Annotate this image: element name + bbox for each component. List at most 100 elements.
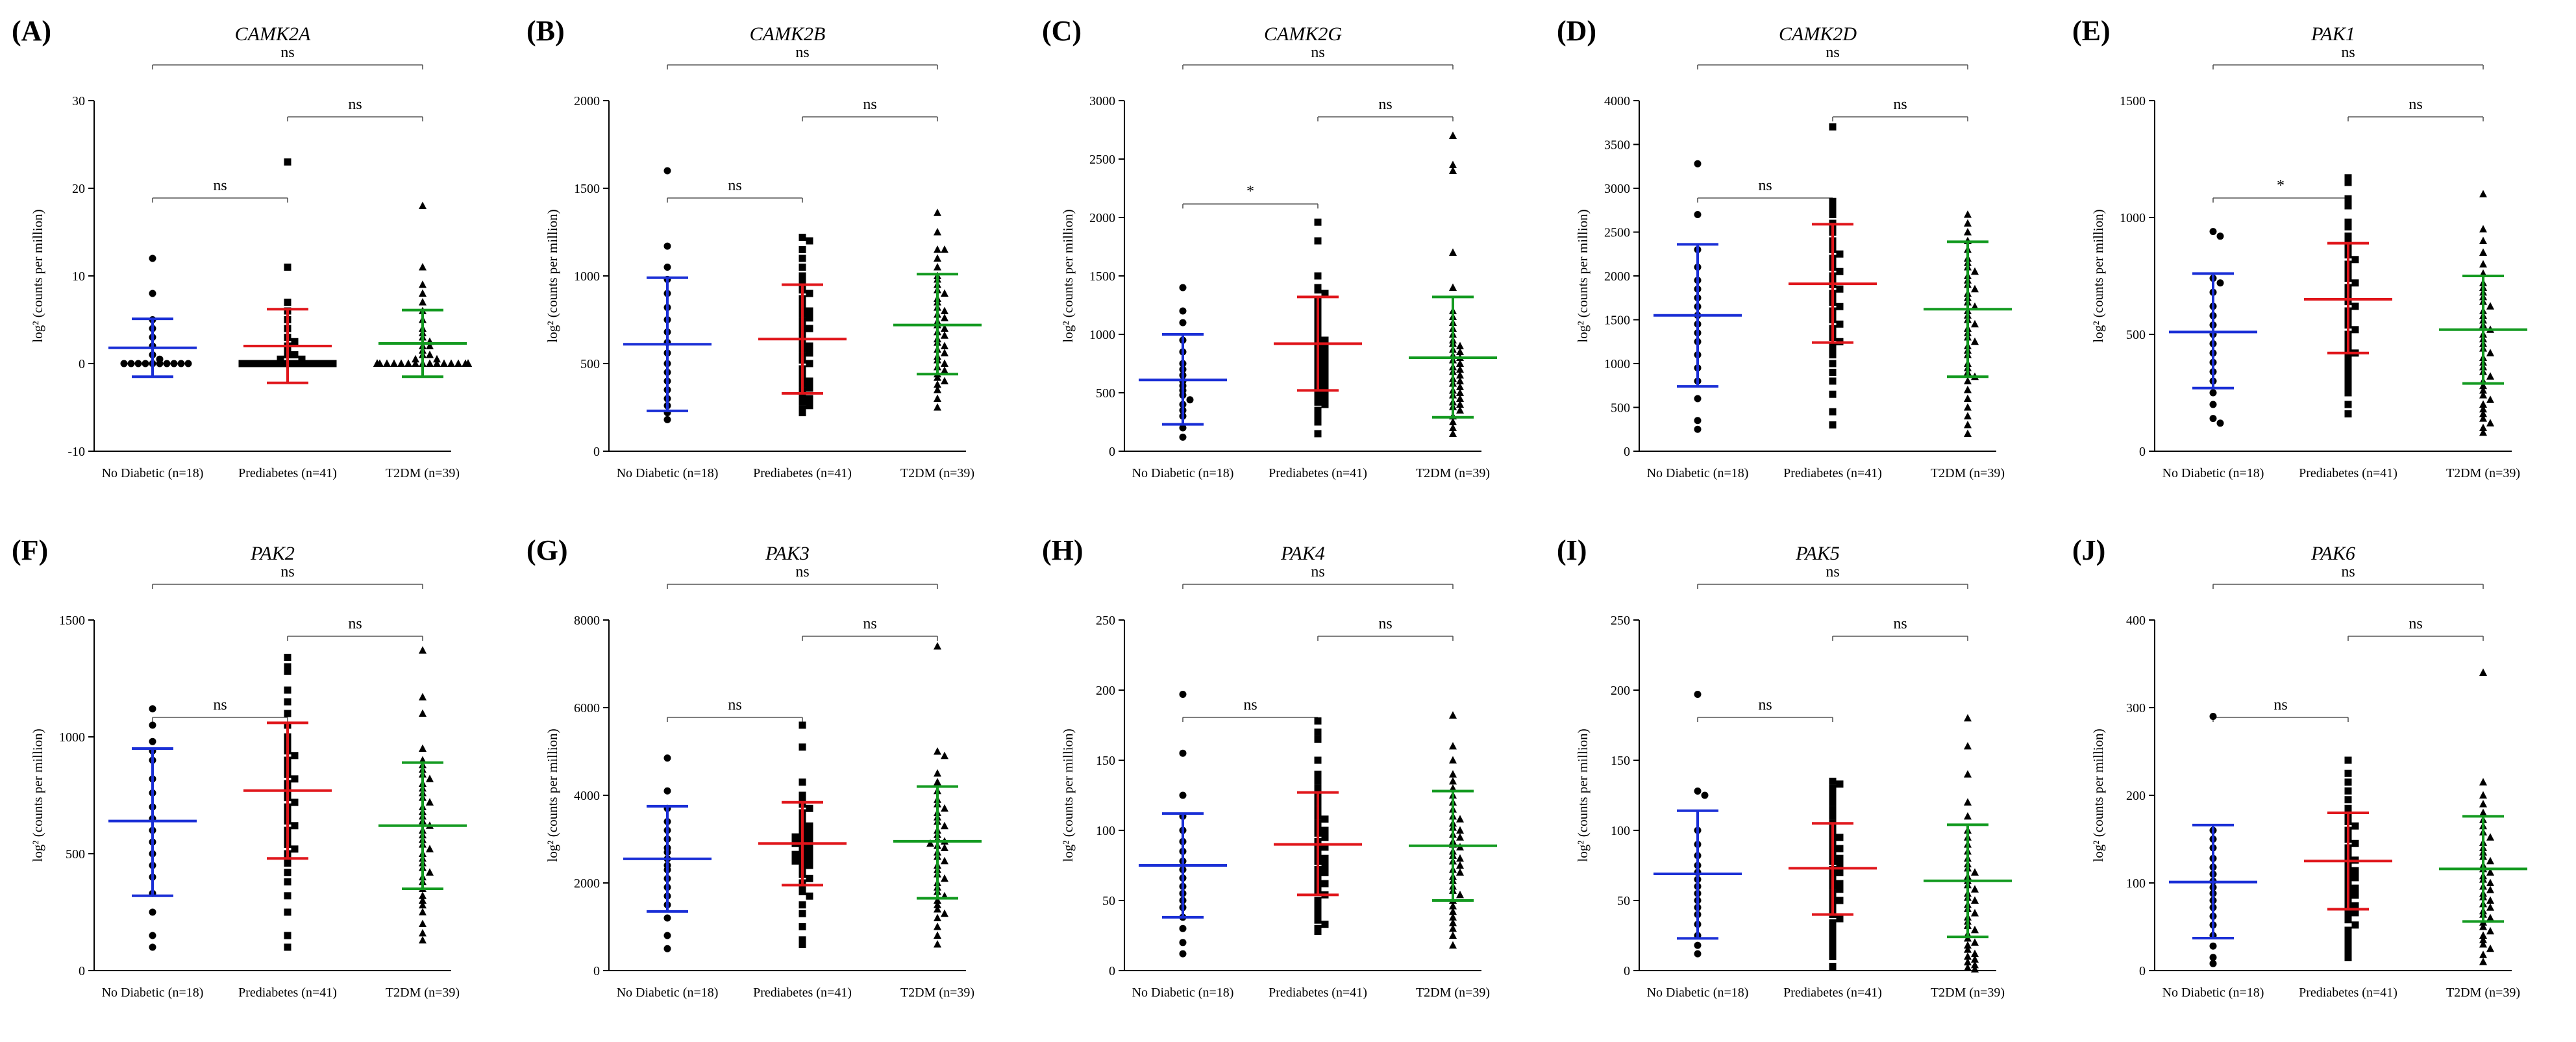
data-point <box>419 900 427 909</box>
y-axis-label: log² (counts per million) <box>1060 209 1076 342</box>
data-point <box>934 245 941 253</box>
data-point <box>799 398 806 406</box>
data-point <box>2479 409 2487 417</box>
y-tick-label: 100 <box>1611 824 1630 838</box>
y-tick-label: 0 <box>1109 964 1115 978</box>
data-point <box>2344 354 2352 362</box>
data-point <box>464 359 472 367</box>
y-tick-label: -10 <box>68 445 85 459</box>
significance-label: * <box>1246 183 1254 200</box>
data-point <box>806 875 813 882</box>
significance-label: ns <box>1893 615 1907 632</box>
data-point <box>1829 211 1837 218</box>
data-point <box>1456 347 1464 355</box>
y-axis-label: log² (counts per million) <box>30 728 45 862</box>
data-point <box>120 360 128 367</box>
data-point <box>791 857 799 865</box>
data-point <box>1456 826 1464 834</box>
data-point <box>1321 854 1329 862</box>
data-point <box>941 843 948 851</box>
significance-label: ns <box>1378 96 1392 113</box>
data-point <box>419 896 427 904</box>
data-point <box>433 354 441 363</box>
data-point <box>2479 668 2487 676</box>
data-point <box>1694 211 1702 218</box>
data-point <box>2479 260 2487 267</box>
x-tick-label: No Diabetic (n=18) <box>102 466 204 480</box>
data-point <box>1694 788 1702 795</box>
data-point <box>806 290 813 297</box>
panel-label: (F) <box>12 534 48 566</box>
chart-title: PAK2 <box>250 543 295 564</box>
data-point <box>1314 911 1322 919</box>
data-point <box>806 307 813 315</box>
data-point <box>799 246 806 253</box>
data-point <box>2486 926 2494 935</box>
data-point <box>1964 713 1972 722</box>
data-point <box>806 804 813 812</box>
data-point <box>2479 940 2487 948</box>
chart-title: PAK1 <box>2310 23 2355 45</box>
data-point <box>2479 248 2487 256</box>
data-point <box>2344 410 2352 417</box>
data-point <box>262 360 270 367</box>
data-point <box>298 355 306 363</box>
data-point <box>799 910 806 917</box>
data-point <box>2344 401 2352 408</box>
data-point <box>1971 908 1979 917</box>
chart-panel: (J) PAK6 0 100 200 300 400 log² (counts per mil… <box>2072 534 2527 1000</box>
data-point <box>1321 862 1329 869</box>
data-point <box>2216 232 2224 240</box>
data-point <box>2344 389 2352 397</box>
data-point <box>1829 369 1837 376</box>
data-point <box>2344 947 2352 955</box>
data-point <box>2344 787 2352 795</box>
data-point <box>149 705 156 713</box>
y-tick-label: 1000 <box>1089 328 1115 342</box>
data-point <box>926 839 934 847</box>
data-point <box>1971 949 1979 958</box>
data-point <box>127 360 135 367</box>
data-point <box>934 394 941 402</box>
data-point <box>1829 347 1837 354</box>
x-tick-label: Prediabetes (n=41) <box>2299 986 2397 1000</box>
data-point <box>806 892 813 900</box>
data-point <box>2209 228 2217 236</box>
data-point <box>2344 932 2352 939</box>
data-point <box>1964 741 1972 750</box>
data-point <box>1314 736 1322 743</box>
data-point <box>941 909 948 917</box>
data-point <box>799 264 806 271</box>
data-point <box>2486 886 2494 893</box>
y-tick-label: 300 <box>2126 701 2146 715</box>
data-point <box>2486 833 2494 841</box>
data-point <box>291 752 299 760</box>
panel-label: (J) <box>2072 534 2105 566</box>
data-point <box>1964 958 1972 966</box>
data-point <box>2479 800 2487 808</box>
data-point <box>1971 319 1979 328</box>
y-tick-label: 8000 <box>574 614 600 628</box>
x-tick-label: No Diabetic (n=18) <box>102 986 204 1000</box>
data-point <box>2351 867 2359 875</box>
data-point <box>1179 690 1187 698</box>
data-point <box>1321 371 1329 379</box>
data-point <box>1321 377 1329 385</box>
y-tick-label: 0 <box>2139 964 2146 978</box>
data-point <box>2479 808 2487 816</box>
data-point <box>1321 336 1329 344</box>
significance-label: ns <box>1311 44 1324 61</box>
y-tick-label: 100 <box>2126 876 2146 891</box>
data-point <box>373 359 381 367</box>
data-point <box>1829 342 1837 350</box>
significance-label: ns <box>863 615 876 632</box>
data-point <box>291 338 299 345</box>
data-point <box>1456 388 1464 396</box>
data-point <box>170 360 178 367</box>
data-point <box>1971 955 1979 963</box>
data-point <box>1694 395 1702 403</box>
data-point <box>941 377 948 384</box>
data-point <box>1829 206 1837 214</box>
x-tick-label: T2DM (n=39) <box>1416 986 1490 1000</box>
data-point <box>2479 381 2487 390</box>
